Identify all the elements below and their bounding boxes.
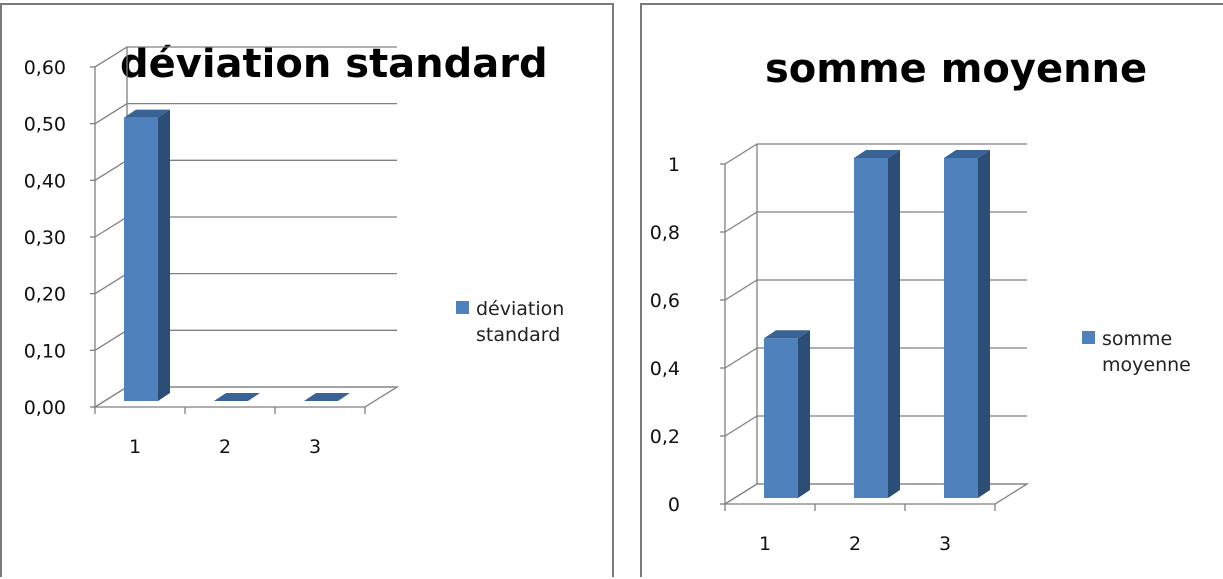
chart-title: déviation standard bbox=[120, 41, 548, 87]
bar-side bbox=[798, 330, 810, 498]
bar-top bbox=[854, 150, 900, 158]
legend-swatch bbox=[456, 301, 469, 314]
bar-side bbox=[888, 150, 900, 498]
bar-top bbox=[214, 393, 260, 401]
y-tick-label: 0,00 bbox=[24, 397, 66, 419]
y-tick-label: 1 bbox=[668, 154, 680, 176]
y-tick-label: 0,30 bbox=[24, 227, 66, 249]
bar-front bbox=[764, 338, 798, 498]
y-tick-label: 0,20 bbox=[24, 284, 66, 306]
y-tick-label: 0,50 bbox=[24, 114, 66, 136]
x-tick-label: 3 bbox=[939, 533, 951, 555]
bar-top bbox=[304, 393, 350, 401]
bar-side bbox=[978, 150, 990, 498]
bar-front bbox=[124, 117, 158, 402]
y-tick-label: 0,40 bbox=[24, 170, 66, 192]
bar-top bbox=[764, 330, 810, 339]
bar bbox=[764, 330, 810, 498]
x-tick-label: 3 bbox=[309, 436, 321, 458]
x-tick-label: 1 bbox=[129, 436, 141, 458]
y-tick-label: 0,60 bbox=[24, 57, 66, 79]
y-tick-label: 0,8 bbox=[650, 222, 680, 244]
chart-panel-deviation: déviation standard 0,00 0,10 0,20 0,30 0,40 0,… bbox=[0, 3, 614, 577]
bar-side bbox=[158, 109, 170, 402]
bar bbox=[854, 150, 900, 498]
bar bbox=[124, 109, 170, 402]
bar-top bbox=[944, 150, 990, 158]
x-tick-label: 2 bbox=[219, 436, 231, 458]
somme-chart: somme moyenne 0 0,2 0,4 0,6 0,8 1 1 2 3 somme moyen… bbox=[650, 46, 1191, 555]
legend-label: standard bbox=[476, 324, 560, 346]
bar-front bbox=[854, 158, 888, 498]
y-tick-label: 0,10 bbox=[24, 340, 66, 362]
legend-label: moyenne bbox=[1102, 354, 1191, 376]
x-tick-label: 1 bbox=[759, 533, 771, 555]
y-tick-label: 0 bbox=[668, 494, 680, 516]
chart-panel-somme: somme moyenne 0 0,2 0,4 0,6 0,8 1 1 2 3 somme moyen… bbox=[640, 3, 1223, 577]
y-tick-label: 0,6 bbox=[650, 290, 680, 312]
y-tick-label: 0,2 bbox=[650, 426, 680, 448]
legend-label: somme bbox=[1102, 328, 1172, 350]
deviation-chart: déviation standard 0,00 0,10 0,20 0,30 0,40 0,… bbox=[24, 41, 565, 458]
legend-swatch bbox=[1082, 331, 1095, 344]
legend-label: déviation bbox=[476, 298, 564, 320]
bar-top bbox=[124, 109, 170, 118]
bar bbox=[944, 150, 990, 498]
chart-title: somme moyenne bbox=[765, 46, 1147, 92]
bar-front bbox=[944, 158, 978, 498]
bar bbox=[304, 393, 350, 401]
x-tick-label: 2 bbox=[849, 533, 861, 555]
bar bbox=[214, 393, 260, 401]
y-tick-label: 0,4 bbox=[650, 358, 680, 380]
